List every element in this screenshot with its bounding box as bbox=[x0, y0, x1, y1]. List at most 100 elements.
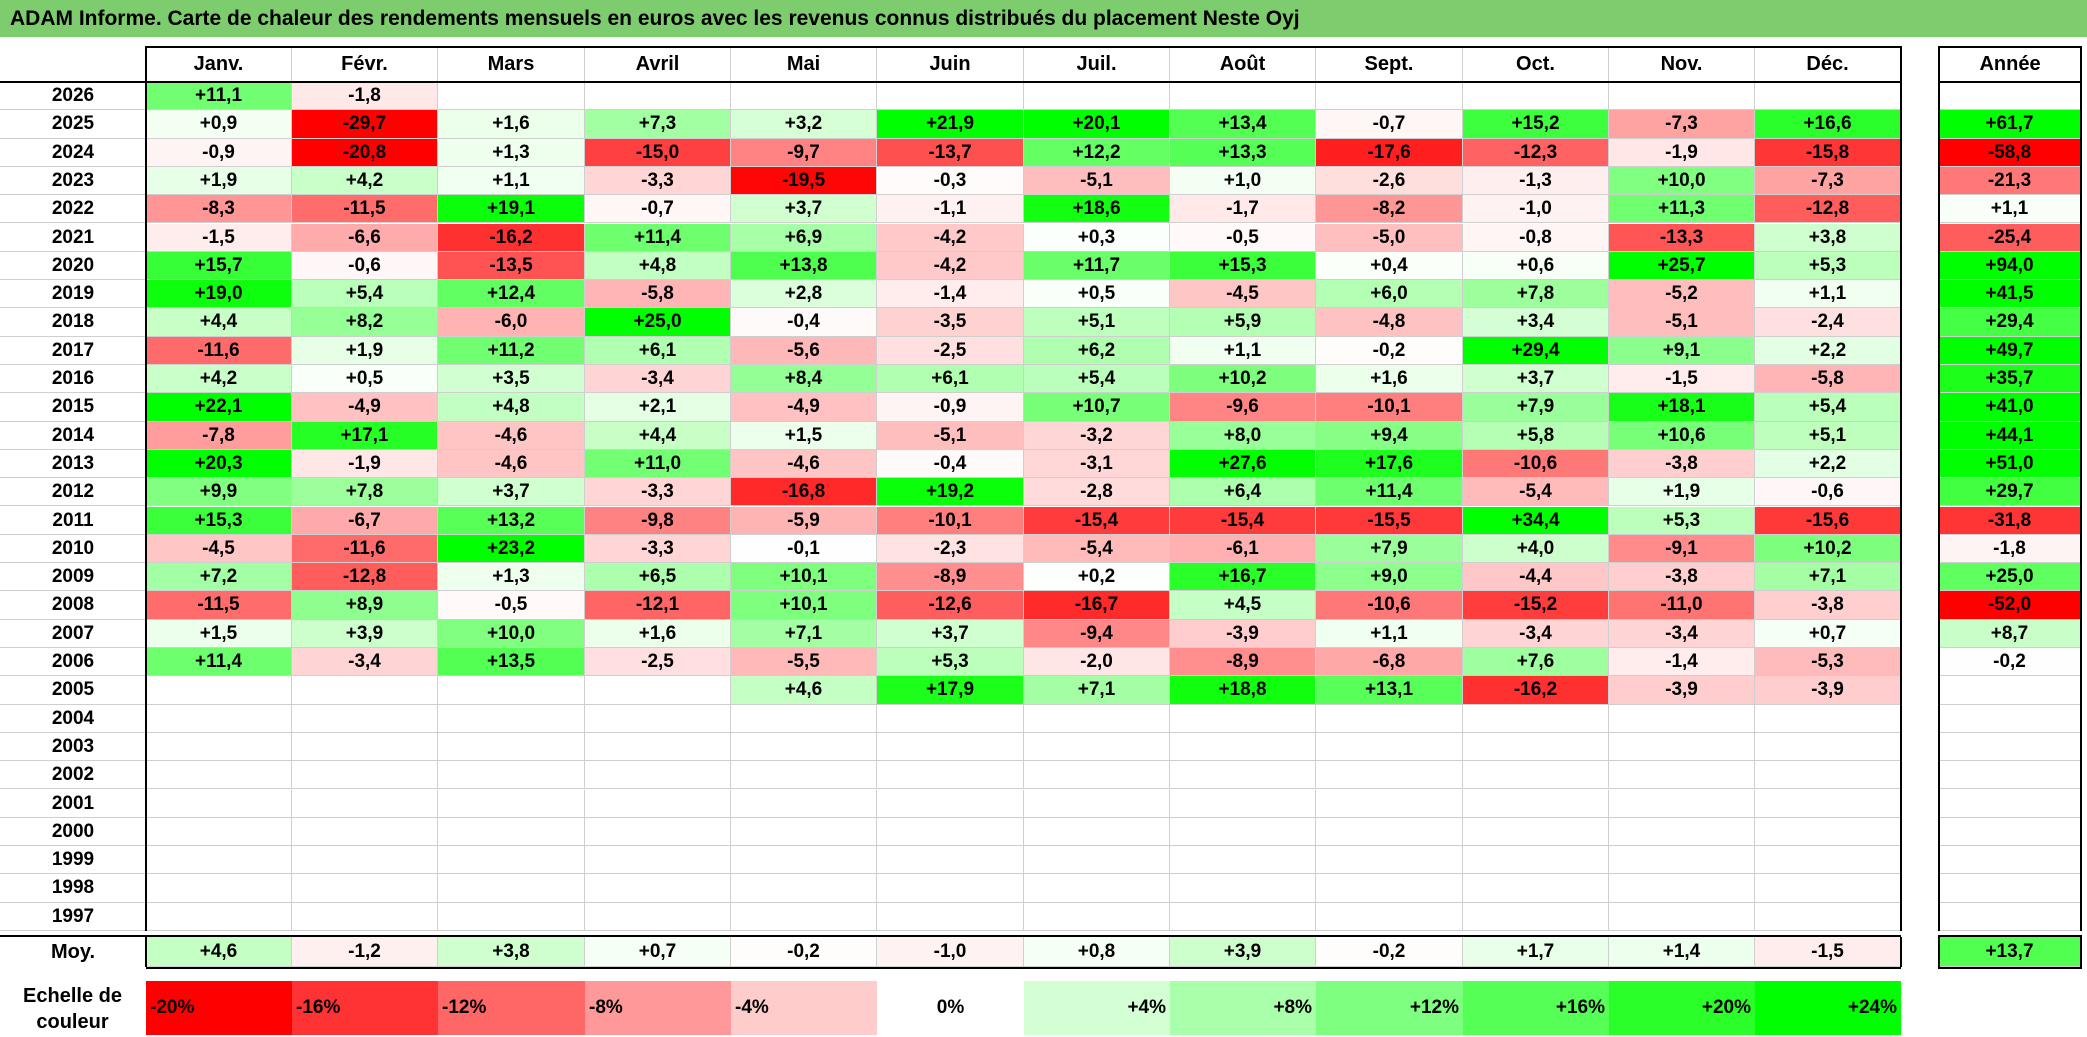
heatmap-cell: -19,5 bbox=[731, 166, 877, 196]
heatmap-cell bbox=[731, 902, 877, 931]
heatmap-cell bbox=[1609, 732, 1755, 762]
annual-cell bbox=[1938, 789, 2082, 818]
heatmap-cell: +19,2 bbox=[877, 478, 1024, 507]
heatmap-cell bbox=[1170, 817, 1316, 847]
heatmap-cell: +5,8 bbox=[1463, 421, 1609, 450]
heatmap-cell: +0,7 bbox=[1755, 619, 1901, 648]
heatmap-cell bbox=[146, 704, 292, 733]
heatmap-cell bbox=[1463, 704, 1609, 733]
heatmap-cell: -8,2 bbox=[1316, 195, 1463, 224]
heatmap-cell bbox=[292, 874, 438, 903]
heatmap-cell bbox=[292, 817, 438, 847]
heatmap-cell: +9,1 bbox=[1609, 336, 1755, 365]
heatmap-cell: +9,0 bbox=[1316, 563, 1463, 592]
heatmap-cell bbox=[585, 732, 731, 762]
heatmap-cell bbox=[146, 902, 292, 931]
heatmap-cell bbox=[1316, 704, 1463, 733]
heatmap-cell bbox=[1609, 817, 1755, 847]
heatmap-cell bbox=[292, 676, 438, 705]
heatmap-cell: -7,3 bbox=[1609, 110, 1755, 139]
heatmap-cell bbox=[438, 82, 585, 111]
heatmap-cell: +11,0 bbox=[585, 449, 731, 479]
average-cell: +0,8 bbox=[1024, 937, 1170, 967]
column-header-year: Année bbox=[1979, 53, 2041, 75]
heatmap-cell bbox=[585, 82, 731, 111]
heatmap-cell: -13,5 bbox=[438, 251, 585, 281]
heatmap-cell: +1,9 bbox=[1609, 478, 1755, 507]
heatmap-cell: +1,0 bbox=[1170, 166, 1316, 196]
heatmap-cell bbox=[292, 902, 438, 931]
heatmap-cell: -4,5 bbox=[1170, 280, 1316, 309]
heatmap-cell bbox=[877, 817, 1024, 847]
heatmap-cell: -0,8 bbox=[1463, 223, 1609, 252]
average-cell: +1,7 bbox=[1463, 937, 1609, 967]
heatmap-cell: +15,3 bbox=[146, 506, 292, 535]
column-header: Mai bbox=[731, 46, 877, 82]
heatmap-cell: +10,7 bbox=[1024, 393, 1170, 422]
average-cell: -1,2 bbox=[292, 937, 438, 967]
heatmap-cell: -7,3 bbox=[1755, 166, 1901, 196]
heatmap-cell bbox=[1024, 704, 1170, 733]
average-row-label: Moy. bbox=[50, 941, 96, 963]
heatmap-cell: -10,6 bbox=[1463, 449, 1609, 479]
color-scale-swatch: -8% bbox=[585, 981, 731, 1035]
annual-cell: -58,8 bbox=[1938, 138, 2082, 167]
heatmap-cell: -1,8 bbox=[292, 82, 438, 111]
heatmap-cell: -2,5 bbox=[585, 648, 731, 677]
heatmap-cell bbox=[146, 732, 292, 762]
heatmap-cell: -15,4 bbox=[1170, 506, 1316, 535]
heatmap-cell: -9,7 bbox=[731, 138, 877, 167]
row-year-label: 2013 bbox=[0, 450, 146, 479]
heatmap-cell bbox=[1170, 789, 1316, 818]
row-year-label: 2017 bbox=[0, 337, 146, 365]
heatmap-cell: +17,9 bbox=[877, 676, 1024, 705]
heatmap-cell: -15,4 bbox=[1024, 506, 1170, 535]
heatmap-cell bbox=[585, 789, 731, 818]
heatmap-cell: +11,2 bbox=[438, 336, 585, 365]
heatmap-cell: +10,1 bbox=[731, 563, 877, 592]
average-cell: +3,9 bbox=[1170, 937, 1316, 967]
color-scale-swatch: +12% bbox=[1316, 981, 1463, 1035]
heatmap-cell bbox=[1024, 82, 1170, 111]
heatmap-cell: -17,6 bbox=[1316, 138, 1463, 167]
grid-line bbox=[0, 81, 1901, 83]
heatmap-cell: -5,4 bbox=[1024, 534, 1170, 564]
heatmap-cell: -0,6 bbox=[1755, 478, 1901, 507]
heatmap-cell: -0,9 bbox=[146, 138, 292, 167]
heatmap-cell bbox=[585, 874, 731, 903]
heatmap-cell: -15,5 bbox=[1316, 506, 1463, 535]
heatmap-cell bbox=[585, 846, 731, 875]
heatmap-cell: +5,4 bbox=[292, 280, 438, 309]
heatmap-cell bbox=[438, 761, 585, 790]
heatmap-cell: -2,5 bbox=[877, 336, 1024, 365]
heatmap-cell: +8,2 bbox=[292, 308, 438, 337]
heatmap-cell: +8,9 bbox=[292, 591, 438, 620]
heatmap-cell: -4,8 bbox=[1316, 308, 1463, 337]
heatmap-cell: +1,1 bbox=[1755, 280, 1901, 309]
heatmap-cell: +6,1 bbox=[877, 365, 1024, 394]
heatmap-cell: +18,8 bbox=[1170, 676, 1316, 705]
heatmap-cell bbox=[292, 846, 438, 875]
heatmap-cell: -2,3 bbox=[877, 534, 1024, 564]
heatmap-cell: +4,0 bbox=[1463, 534, 1609, 564]
color-scale-swatch: -12% bbox=[438, 981, 585, 1035]
heatmap-cell bbox=[1463, 817, 1609, 847]
heatmap-cell: -9,4 bbox=[1024, 619, 1170, 648]
heatmap-cell: +5,4 bbox=[1024, 365, 1170, 394]
color-scale-swatch: +20% bbox=[1609, 981, 1755, 1035]
heatmap-cell: +7,6 bbox=[1463, 648, 1609, 677]
row-year-label: 2007 bbox=[0, 620, 146, 648]
heatmap-cell: +4,2 bbox=[292, 166, 438, 196]
heatmap-cell: -9,1 bbox=[1609, 534, 1755, 564]
row-year-label: 2014 bbox=[0, 422, 146, 450]
heatmap-cell: +4,8 bbox=[438, 393, 585, 422]
heatmap-cell: +23,2 bbox=[438, 534, 585, 564]
heatmap-cell: -7,8 bbox=[146, 421, 292, 450]
heatmap-cell: +22,1 bbox=[146, 393, 292, 422]
heatmap-cell bbox=[1755, 732, 1901, 762]
heatmap-cell bbox=[731, 761, 877, 790]
heatmap-cell: -0,4 bbox=[877, 449, 1024, 479]
column-header: Avril bbox=[585, 46, 731, 82]
heatmap-cell: -5,1 bbox=[1609, 308, 1755, 337]
heatmap-cell: -16,2 bbox=[1463, 676, 1609, 705]
